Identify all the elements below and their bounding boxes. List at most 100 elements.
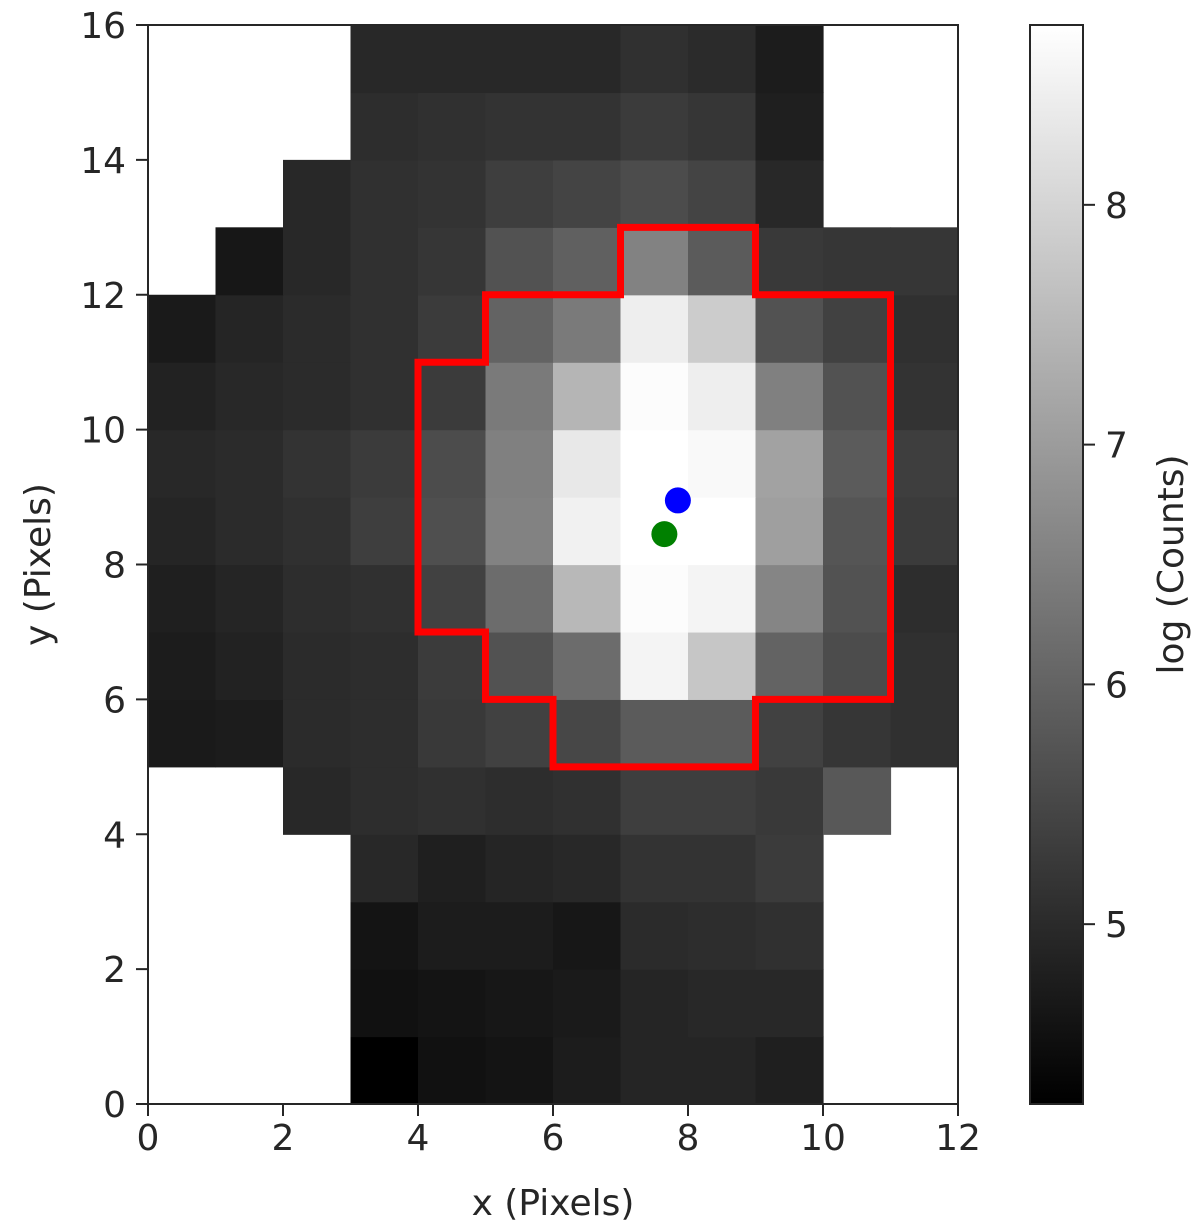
heatmap-cell <box>620 362 689 431</box>
heatmap-cell <box>823 362 892 431</box>
heatmap-cell <box>553 227 622 296</box>
heatmap-cell <box>890 294 959 363</box>
heatmap-cell <box>350 25 419 94</box>
colorbar-label: log (Counts) <box>1151 454 1192 674</box>
heatmap-cell <box>688 294 757 363</box>
heatmap-cell <box>485 362 554 431</box>
heatmap-cell <box>350 429 419 498</box>
heatmap-cell <box>350 699 419 768</box>
heatmap-cell <box>755 159 824 228</box>
heatmap-cell <box>350 497 419 566</box>
heatmap-cell <box>890 362 959 431</box>
heatmap-cell <box>688 834 757 903</box>
heatmap-cell <box>418 227 487 296</box>
heatmap-cell <box>485 227 554 296</box>
heatmap-cell <box>620 699 689 768</box>
heatmap-cell <box>215 294 284 363</box>
y-tick-label: 12 <box>80 276 126 317</box>
heatmap-cell <box>553 699 622 768</box>
heatmap-cell <box>283 497 352 566</box>
heatmap-cell <box>688 227 757 296</box>
heatmap-cell <box>553 564 622 633</box>
heatmap-cell <box>350 766 419 835</box>
heatmap-cell <box>485 294 554 363</box>
heatmap-cell <box>283 631 352 700</box>
heatmap-cell <box>283 159 352 228</box>
heatmap-cell <box>620 227 689 296</box>
heatmap-cell <box>553 159 622 228</box>
heatmap-cell <box>823 497 892 566</box>
heatmap-cell <box>148 362 217 431</box>
heatmap-cell <box>418 834 487 903</box>
heatmap-cell <box>418 1036 487 1105</box>
colorbar-tick-label: 6 <box>1105 665 1128 706</box>
heatmap-cell <box>283 766 352 835</box>
x-axis-ticks: 0 2 4 6 8 10 12 <box>137 1104 981 1159</box>
x-tick-label: 0 <box>137 1118 160 1159</box>
heatmap-cell <box>755 564 824 633</box>
heatmap-cell <box>688 497 757 566</box>
heatmap-cell <box>755 25 824 94</box>
heatmap-cell <box>688 92 757 161</box>
heatmap-cell <box>485 834 554 903</box>
heatmap-cell <box>688 429 757 498</box>
heatmap-cell <box>350 834 419 903</box>
y-tick-label: 2 <box>103 950 126 991</box>
heatmap-cell <box>485 631 554 700</box>
heatmap-cell <box>553 766 622 835</box>
heatmap-cell <box>283 227 352 296</box>
heatmap-cell <box>418 429 487 498</box>
heatmap-cell <box>823 227 892 296</box>
heatmap-cell <box>755 969 824 1038</box>
heatmap-cell <box>485 1036 554 1105</box>
y-tick-label: 14 <box>80 141 126 182</box>
heatmap-cell <box>620 294 689 363</box>
x-axis-label: x (Pixels) <box>472 1183 635 1224</box>
heatmap-cell <box>485 564 554 633</box>
heatmap-cell <box>418 362 487 431</box>
heatmap-cell <box>620 25 689 94</box>
heatmap-cell <box>553 834 622 903</box>
heatmap-cell <box>418 294 487 363</box>
heatmap-cell <box>890 497 959 566</box>
aperture-outline <box>414 223 894 771</box>
heatmap-cell <box>553 92 622 161</box>
heatmap-cell <box>688 699 757 768</box>
heatmap-cell <box>283 294 352 363</box>
heatmap-cell <box>350 564 419 633</box>
heatmap-cell <box>148 564 217 633</box>
heatmap-cell <box>485 25 554 94</box>
heatmap-cell <box>553 362 622 431</box>
heatmap-cell <box>215 497 284 566</box>
heatmap-cell <box>418 901 487 970</box>
heatmap-cell <box>755 429 824 498</box>
heatmap-cell <box>148 699 217 768</box>
colorbar-tick-label: 7 <box>1105 426 1128 467</box>
heatmap-cell <box>215 227 284 296</box>
heatmap-cell <box>215 631 284 700</box>
heatmap-cell <box>620 92 689 161</box>
heatmap-cell <box>148 429 217 498</box>
heatmap-cell <box>215 564 284 633</box>
centroid-points <box>651 487 691 548</box>
heatmap-cell <box>620 631 689 700</box>
x-tick-label: 10 <box>800 1118 846 1159</box>
heatmap-cell <box>823 429 892 498</box>
heatmap-cell <box>553 631 622 700</box>
colorbar-tick-label: 5 <box>1105 905 1128 946</box>
heatmap-cell <box>553 1036 622 1105</box>
heatmap-cell <box>485 497 554 566</box>
heatmap-cells <box>148 25 959 1105</box>
heatmap-cell <box>688 969 757 1038</box>
heatmap-cell <box>553 901 622 970</box>
x-tick-label: 8 <box>677 1118 700 1159</box>
y-tick-label: 4 <box>103 815 126 856</box>
heatmap-cell <box>890 227 959 296</box>
heatmap-cell <box>620 834 689 903</box>
y-tick-label: 0 <box>103 1085 126 1126</box>
heatmap-cell <box>553 429 622 498</box>
heatmap-cell <box>755 227 824 296</box>
heatmap-cell <box>283 362 352 431</box>
heatmap-cell <box>755 631 824 700</box>
x-tick-label: 12 <box>935 1118 981 1159</box>
